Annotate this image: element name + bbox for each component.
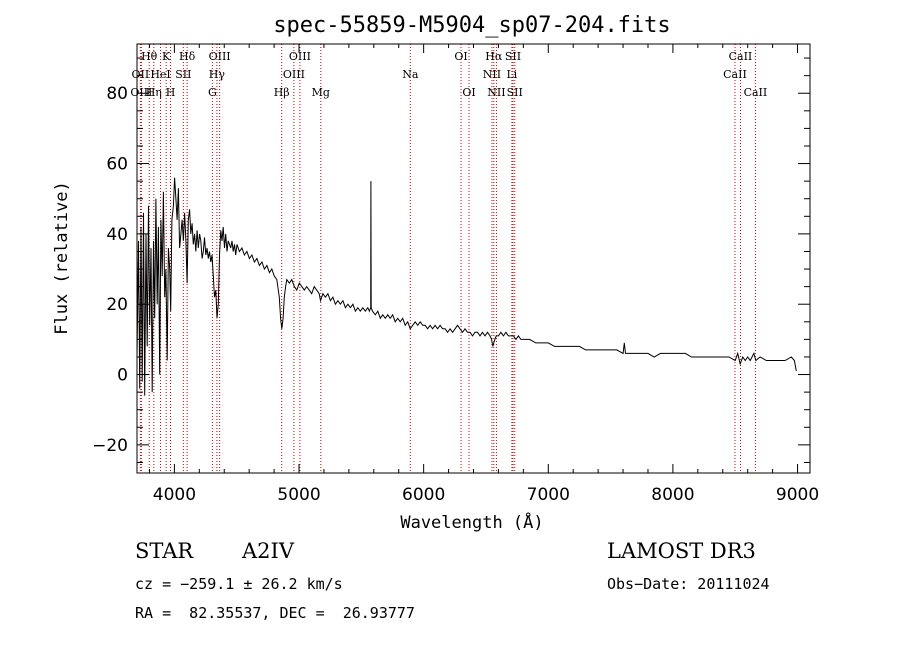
line-marker-label: HeI (150, 68, 170, 81)
line-marker-label: Hγ (209, 68, 226, 81)
line-marker-label: OI (454, 50, 467, 63)
line-marker-label: K (162, 50, 171, 63)
line-marker-label: CaII (744, 86, 768, 99)
survey-name: LAMOST DR3 (607, 539, 756, 563)
y-tick-label: 20 (106, 295, 128, 315)
y-tick-label: 60 (106, 155, 128, 175)
line-marker-label: Hδ (179, 50, 196, 63)
line-marker-label: Hβ (274, 86, 290, 99)
line-marker-label: Hα (485, 50, 503, 63)
line-marker-label: H (166, 86, 176, 99)
coordinates: RA = 82.35537, DEC = 26.93777 (135, 604, 415, 622)
chart-title: spec-55859-M5904_sp07-204.fits (273, 13, 670, 38)
y-axis-label: Flux (relative) (52, 181, 72, 335)
object-subclass: A2IV (242, 539, 294, 563)
y-tick-label: 80 (106, 84, 128, 104)
y-tick-label: −20 (92, 436, 128, 456)
line-marker-label: Li (506, 68, 517, 81)
y-axis: −20 0 20 40 60 80 (92, 57, 810, 463)
line-marker-group (139, 44, 756, 473)
line-marker-label: Hη (146, 86, 162, 99)
flux-series-line (136, 177, 797, 396)
redshift-velocity: cz = −259.1 ± 26.2 km/s (135, 575, 343, 593)
line-marker-label: OIII (283, 68, 305, 81)
x-tick-label: 9000 (776, 485, 819, 505)
line-marker-label: Mg (312, 86, 330, 99)
x-axis: 4000 5000 6000 7000 8000 9000 (148, 44, 819, 505)
object-class: STAR (135, 539, 194, 563)
line-marker-label: OII (132, 68, 150, 81)
y-tick-label: 0 (117, 366, 128, 386)
x-tick-label: 8000 (651, 485, 694, 505)
line-marker-label: OI (462, 86, 475, 99)
line-marker-label: OIII (209, 50, 231, 63)
line-marker-label: CaII (723, 68, 747, 81)
observation-date: Obs−Date: 20111024 (607, 575, 770, 593)
line-marker-label: SII (507, 86, 523, 99)
line-marker-label: Hθ (141, 50, 158, 63)
x-tick-label: 7000 (527, 485, 570, 505)
line-marker-label: G (208, 86, 217, 99)
y-tick-label: 40 (106, 225, 128, 245)
line-marker-label: NII (487, 86, 505, 99)
line-marker-label: SII (505, 50, 521, 63)
line-marker-label: CaII (729, 50, 753, 63)
line-marker-label: OIII (130, 86, 152, 99)
x-tick-label: 6000 (402, 485, 445, 505)
line-marker-label: Na (402, 68, 419, 81)
line-marker-label-group: Hθ OII OIII K HeI Hη Hδ SII H OIII Hγ G OIII OIII Hβ Mg… (130, 50, 767, 99)
x-tick-label: 5000 (277, 485, 320, 505)
x-axis-label: Wavelength (Å) (400, 511, 543, 533)
plot-frame (136, 43, 811, 474)
line-marker-label: NII (483, 68, 501, 81)
x-tick-label: 4000 (153, 485, 196, 505)
line-marker-label: OIII (289, 50, 311, 63)
line-marker-label: SII (175, 68, 191, 81)
